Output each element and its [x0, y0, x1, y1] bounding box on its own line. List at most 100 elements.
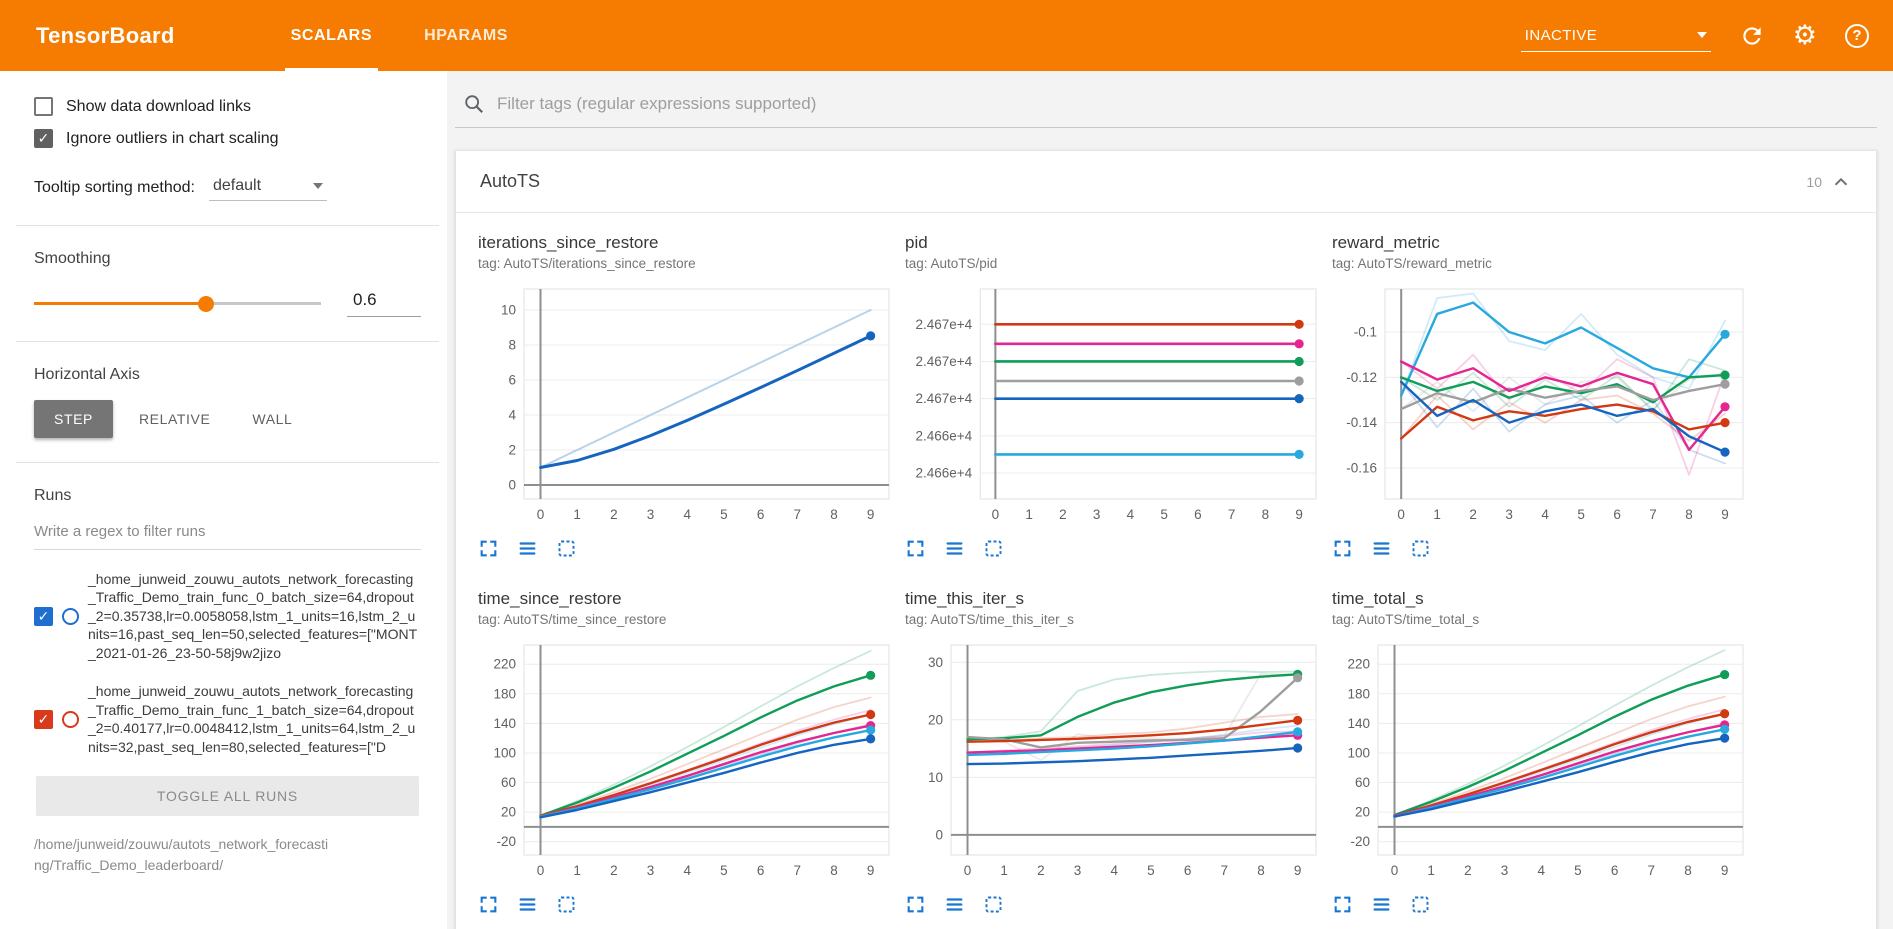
svg-text:0: 0 — [508, 478, 516, 493]
svg-text:5: 5 — [720, 507, 728, 522]
run-label[interactable]: _home_junweid_zouwu_autots_network_forec… — [88, 683, 416, 755]
svg-text:4: 4 — [1110, 863, 1118, 878]
run-color-radio[interactable] — [62, 607, 79, 625]
run-color-radio[interactable] — [62, 710, 79, 728]
expand-chart-icon[interactable] — [1332, 894, 1353, 915]
chart-title: time_total_s — [1332, 589, 1424, 608]
svg-text:6: 6 — [1184, 863, 1192, 878]
line-chart[interactable]: 2.467e+4 2.467e+4 2.467e+4 2.466e+4 2.466e+4… — [905, 279, 1324, 529]
expand-chart-icon[interactable] — [905, 538, 926, 559]
svg-text:5: 5 — [720, 863, 728, 878]
svg-text:2.467e+4: 2.467e+4 — [916, 391, 973, 406]
tooltip-sorting-label: Tooltip sorting method: — [34, 178, 195, 196]
svg-text:3: 3 — [1093, 507, 1101, 522]
fit-domain-icon[interactable] — [983, 894, 1004, 915]
svg-text:9: 9 — [1721, 863, 1729, 878]
svg-text:2: 2 — [610, 507, 618, 522]
line-chart[interactable]: 0 2 4 6 8 10 0 1 2 3 4 5 6 7 8 9 — [478, 279, 897, 529]
svg-text:3: 3 — [647, 507, 655, 522]
smoothing-slider-thumb[interactable] — [198, 295, 215, 312]
app-logo[interactable]: TensorBoard — [36, 22, 175, 48]
chart-title: pid — [905, 233, 928, 252]
axis-wall-button[interactable]: WALL — [252, 411, 293, 427]
smoothing-slider[interactable] — [34, 295, 321, 312]
svg-text:4: 4 — [1541, 507, 1549, 522]
tag-group-card: AutoTS 10 iterations_since_restore tag: … — [455, 150, 1877, 929]
fit-domain-icon[interactable] — [556, 894, 577, 915]
run-checkbox[interactable]: ✓ — [34, 709, 53, 729]
tooltip-sorting-dropdown[interactable]: default — [208, 174, 327, 201]
expand-chart-icon[interactable] — [1332, 538, 1353, 559]
chart-toolbar — [1332, 538, 1751, 559]
show-download-links-checkbox[interactable] — [34, 97, 53, 116]
tag-group-header[interactable]: AutoTS 10 — [456, 151, 1876, 213]
runs-filter-input[interactable] — [34, 517, 421, 550]
axis-relative-button[interactable]: RELATIVE — [138, 411, 211, 427]
svg-text:7: 7 — [1649, 507, 1657, 522]
line-chart[interactable]: -20 20 60 100 140 180 220 0 1 2 3 4 5 6 7 8 9 — [1332, 635, 1751, 885]
chart-card-iterations-since-restore: iterations_since_restore tag: AutoTS/ite… — [478, 233, 897, 559]
settings-sidebar: Show data download links ✓ Ignore outlie… — [0, 71, 447, 929]
svg-text:5: 5 — [1147, 863, 1155, 878]
tab-scalars[interactable]: SCALARS — [265, 0, 399, 71]
smoothing-value[interactable]: 0.6 — [347, 290, 421, 317]
svg-text:3: 3 — [1505, 507, 1513, 522]
chevron-up-icon[interactable] — [1830, 171, 1852, 193]
settings-gear-icon[interactable]: ⚙ — [1792, 20, 1817, 51]
fit-domain-icon[interactable] — [983, 538, 1004, 559]
chart-toolbar — [905, 538, 1324, 559]
svg-text:2: 2 — [508, 443, 516, 458]
svg-text:0: 0 — [964, 863, 972, 878]
chart-tag: tag: AutoTS/iterations_since_restore — [478, 256, 696, 271]
svg-text:0: 0 — [992, 507, 1000, 522]
status-dropdown[interactable]: INACTIVE — [1520, 20, 1711, 52]
help-icon[interactable]: ? — [1845, 23, 1869, 48]
divider — [16, 341, 439, 342]
svg-text:2: 2 — [1469, 507, 1477, 522]
line-chart[interactable]: 0 10 20 30 0 1 2 3 4 5 6 7 8 9 — [905, 635, 1324, 885]
data-table-icon[interactable] — [944, 538, 965, 559]
svg-text:8: 8 — [1262, 507, 1270, 522]
refresh-icon[interactable] — [1739, 23, 1765, 49]
smoothing-slider-fill — [34, 302, 207, 305]
run-label[interactable]: _home_junweid_zouwu_autots_network_forec… — [88, 571, 418, 661]
svg-text:0: 0 — [1391, 863, 1399, 878]
line-chart[interactable]: -20 20 60 100 140 180 220 0 1 2 3 4 5 6 7 8 9 — [478, 635, 897, 885]
svg-text:7: 7 — [1648, 863, 1656, 878]
data-table-icon[interactable] — [1371, 538, 1392, 559]
svg-text:2.467e+4: 2.467e+4 — [916, 317, 973, 332]
svg-text:4: 4 — [683, 863, 691, 878]
axis-step-button[interactable]: STEP — [34, 400, 113, 438]
ignore-outliers-checkbox[interactable]: ✓ — [34, 129, 53, 148]
svg-text:-0.1: -0.1 — [1354, 325, 1377, 340]
svg-text:6: 6 — [1194, 507, 1202, 522]
data-table-icon[interactable] — [944, 894, 965, 915]
svg-text:8: 8 — [1257, 863, 1265, 878]
data-table-icon[interactable] — [1371, 894, 1392, 915]
fit-domain-icon[interactable] — [1410, 894, 1431, 915]
svg-text:7: 7 — [1228, 507, 1236, 522]
fit-domain-icon[interactable] — [1410, 538, 1431, 559]
divider — [16, 225, 439, 226]
expand-chart-icon[interactable] — [478, 894, 499, 915]
svg-text:8: 8 — [508, 338, 516, 353]
line-chart[interactable]: -0.1 -0.12 -0.14 -0.16 0 1 2 3 4 5 6 7 8 9 — [1332, 279, 1751, 529]
expand-chart-icon[interactable] — [905, 894, 926, 915]
fit-domain-icon[interactable] — [556, 538, 577, 559]
svg-text:8: 8 — [1684, 863, 1692, 878]
tag-filter-input[interactable] — [497, 94, 1873, 114]
run-checkbox[interactable]: ✓ — [34, 606, 53, 626]
data-table-icon[interactable] — [517, 894, 538, 915]
toggle-all-runs-button[interactable]: TOGGLE ALL RUNS — [36, 776, 419, 817]
tab-hparams[interactable]: HPARAMS — [424, 26, 509, 44]
expand-chart-icon[interactable] — [478, 538, 499, 559]
data-table-icon[interactable] — [517, 538, 538, 559]
svg-text:9: 9 — [867, 863, 875, 878]
svg-text:-0.14: -0.14 — [1346, 415, 1377, 430]
chart-card-reward-metric: reward_metric tag: AutoTS/reward_metric … — [1332, 233, 1751, 559]
status-dropdown-value: INACTIVE — [1524, 26, 1598, 44]
svg-text:20: 20 — [1355, 805, 1370, 820]
main-content: AutoTS 10 iterations_since_restore tag: … — [447, 71, 1893, 929]
svg-text:6: 6 — [1613, 507, 1621, 522]
tooltip-sorting-value: default — [212, 177, 262, 194]
